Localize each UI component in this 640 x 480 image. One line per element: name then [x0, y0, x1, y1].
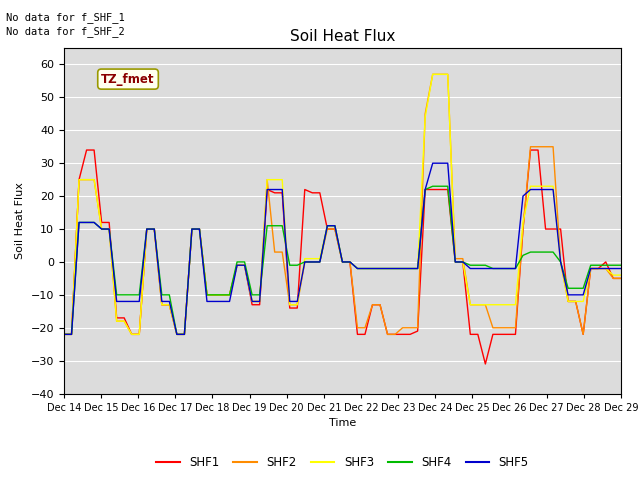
Y-axis label: Soil Heat Flux: Soil Heat Flux — [15, 182, 25, 259]
Text: No data for f_SHF_2: No data for f_SHF_2 — [6, 26, 125, 37]
X-axis label: Time: Time — [329, 418, 356, 428]
Text: TZ_fmet: TZ_fmet — [101, 72, 155, 85]
Legend: SHF1, SHF2, SHF3, SHF4, SHF5: SHF1, SHF2, SHF3, SHF4, SHF5 — [151, 452, 534, 474]
Title: Soil Heat Flux: Soil Heat Flux — [290, 29, 395, 44]
Text: No data for f_SHF_1: No data for f_SHF_1 — [6, 12, 125, 23]
